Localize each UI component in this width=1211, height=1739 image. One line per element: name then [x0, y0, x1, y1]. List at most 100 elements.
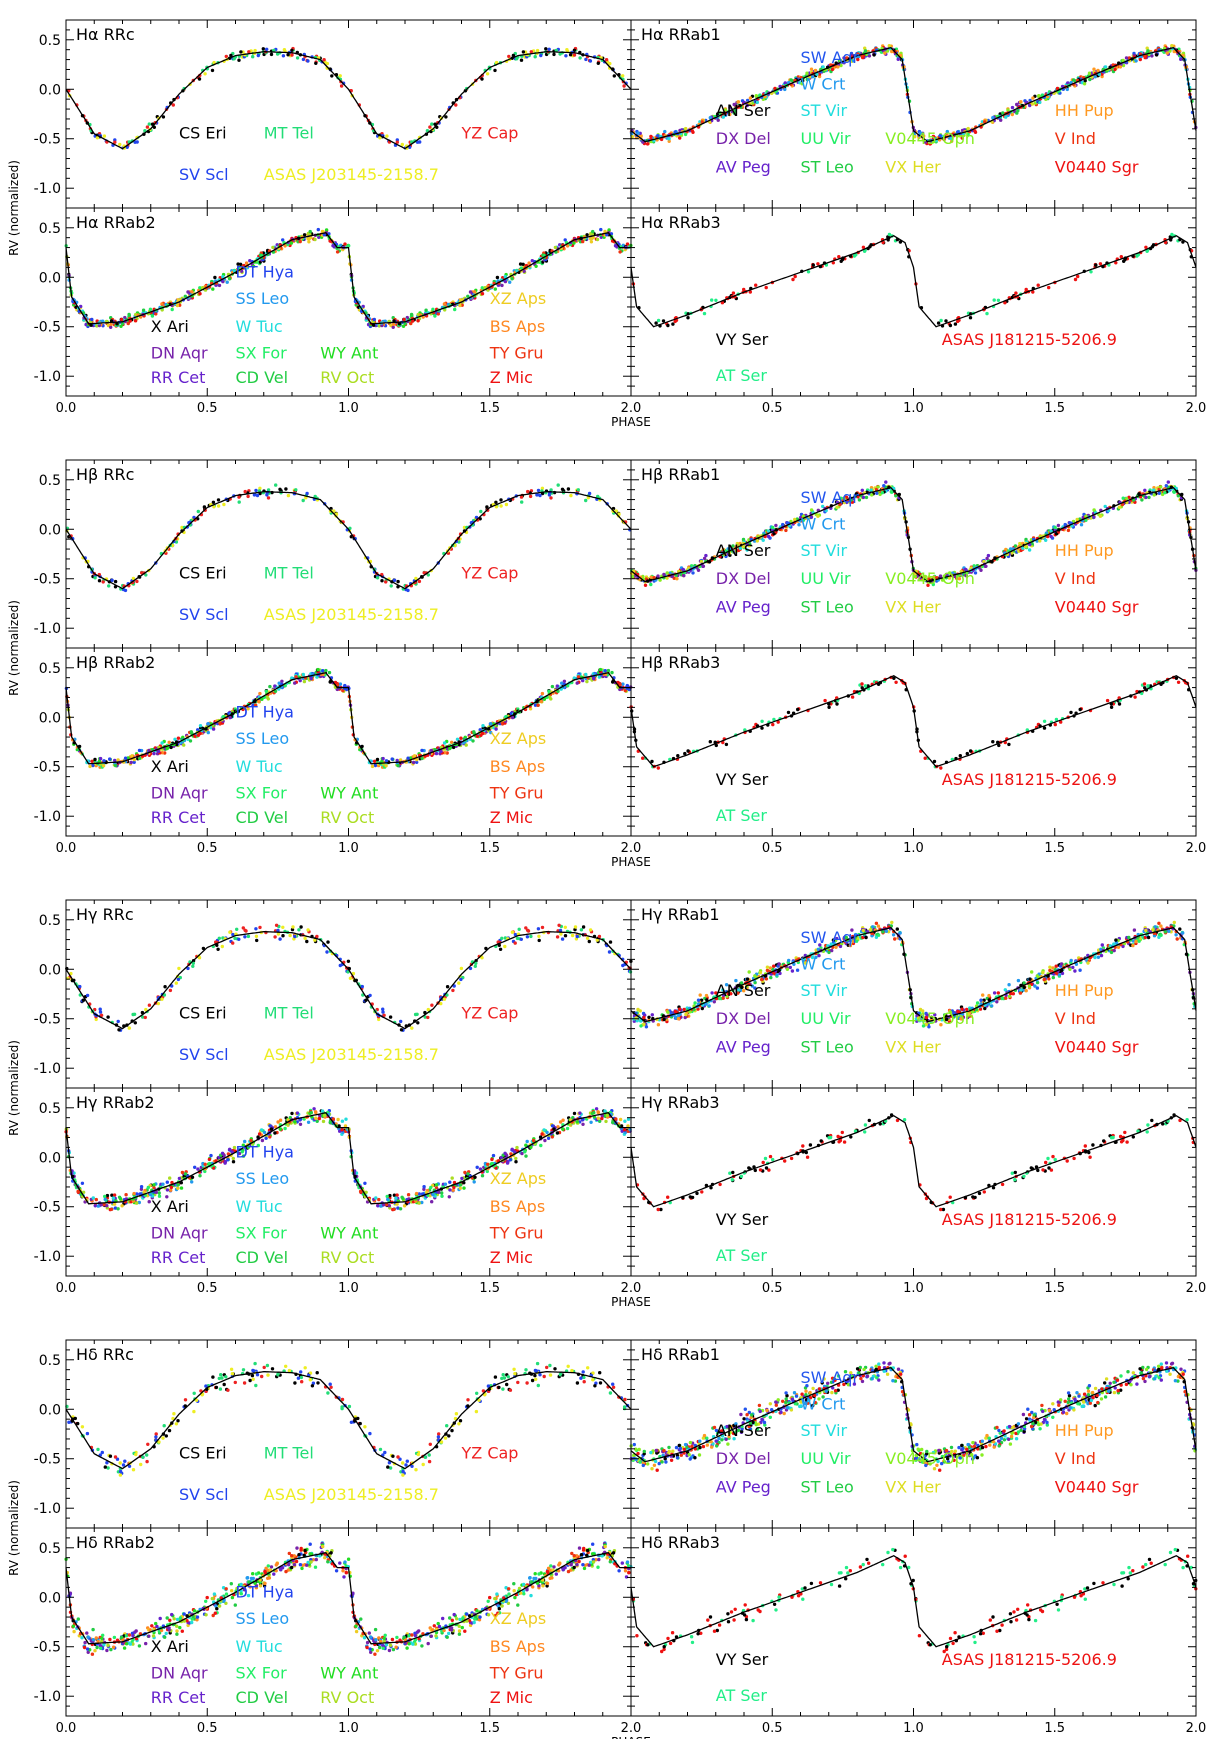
data-point: [536, 927, 541, 931]
star-label: ASAS J203145-2158.7: [264, 605, 439, 624]
data-point: [835, 702, 839, 706]
star-label: HH Pup: [1055, 101, 1114, 120]
data-point: [457, 981, 461, 985]
data-point: [459, 736, 463, 740]
data-point: [923, 756, 927, 760]
template-curve: [630, 674, 1197, 768]
data-point: [330, 74, 334, 78]
data-point: [813, 68, 818, 73]
data-point: [1056, 523, 1061, 528]
data-point: [896, 57, 900, 61]
data-point: [291, 925, 295, 929]
data-point: [678, 136, 682, 140]
data-point: [572, 53, 577, 57]
data-point: [528, 494, 533, 499]
data-point: [527, 261, 531, 265]
data-point: [656, 766, 660, 770]
data-point: [239, 50, 243, 54]
star-label: BS Aps: [490, 757, 545, 776]
data-point: [992, 298, 996, 302]
data-point: [417, 579, 422, 584]
data-point: [1096, 68, 1100, 73]
data-point: [827, 705, 831, 709]
data-point: [708, 740, 712, 744]
star-label: YZ Cap: [461, 563, 519, 582]
data-point: [120, 317, 124, 322]
data-point: [1138, 57, 1143, 62]
data-point: [771, 525, 775, 530]
data-point: [395, 140, 399, 144]
data-point: [169, 745, 173, 750]
data-point: [796, 707, 800, 712]
data-point: [656, 318, 661, 323]
data-point: [1083, 79, 1087, 83]
data-point: [575, 934, 579, 939]
data-point: [863, 49, 868, 53]
data-point: [887, 232, 892, 237]
star-label: BS Aps: [490, 317, 545, 336]
data-point: [649, 582, 653, 587]
y-tick-label: 0.5: [39, 33, 61, 49]
data-point: [302, 233, 307, 237]
data-point: [385, 134, 389, 138]
star-label: SW Aqr: [801, 48, 860, 67]
data-point: [503, 944, 507, 949]
data-point: [381, 756, 385, 761]
data-point: [1019, 100, 1023, 104]
data-point: [675, 577, 679, 581]
data-point: [1082, 82, 1087, 86]
data-point: [127, 1026, 131, 1030]
data-point: [1143, 488, 1147, 492]
data-point: [190, 290, 194, 294]
data-point: [960, 136, 964, 140]
star-label: X Ari: [151, 317, 189, 336]
data-point: [588, 928, 593, 932]
x-tick-label: 1.5: [1044, 401, 1065, 416]
data-point: [468, 290, 473, 294]
star-label: XZ Aps: [490, 289, 546, 308]
data-point: [231, 941, 235, 945]
data-point: [1015, 102, 1019, 107]
data-point: [654, 321, 658, 325]
data-point: [1146, 684, 1150, 688]
x-tick-label: 2.0: [621, 841, 642, 856]
y-tick-label: 0.0: [39, 270, 61, 286]
data-point: [309, 677, 313, 681]
data-point: [882, 484, 886, 488]
data-point: [618, 250, 622, 254]
data-point: [691, 571, 695, 575]
data-point: [631, 574, 635, 579]
data-point: [109, 325, 113, 329]
star-label: UU Vir: [801, 129, 852, 148]
star-label: DT Hya: [236, 703, 294, 722]
data-point: [724, 742, 729, 747]
data-point: [237, 937, 241, 941]
data-point: [375, 757, 380, 762]
data-point: [118, 142, 122, 147]
data-point: [258, 925, 262, 930]
data-point: [375, 576, 380, 580]
data-point: [863, 46, 867, 50]
x-axis-label: PHASE: [611, 415, 651, 429]
data-point: [246, 494, 250, 499]
data-point: [493, 68, 497, 73]
panel-title: Hβ RRc: [76, 465, 134, 484]
data-point: [595, 237, 600, 242]
y-tick-label: -1.0: [34, 809, 61, 825]
data-point: [360, 984, 364, 989]
data-point: [480, 292, 485, 296]
data-point: [621, 682, 625, 686]
template-curve: [630, 46, 1197, 143]
x-tick-label: 2.0: [1186, 841, 1207, 856]
star-label: CS Eri: [179, 123, 227, 142]
data-point: [85, 993, 90, 998]
x-tick-label: 1.0: [903, 401, 924, 416]
data-point: [489, 722, 493, 726]
data-point: [587, 491, 592, 496]
data-point: [671, 322, 675, 326]
data-point: [1036, 283, 1040, 287]
data-point: [667, 137, 671, 141]
data-point: [869, 488, 873, 492]
data-point: [372, 317, 376, 322]
data-point: [585, 233, 589, 237]
